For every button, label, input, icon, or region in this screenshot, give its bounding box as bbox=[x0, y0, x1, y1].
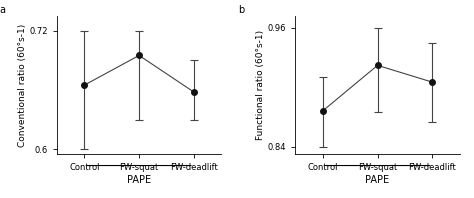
Text: b: b bbox=[238, 5, 244, 15]
X-axis label: PAPE: PAPE bbox=[127, 175, 151, 185]
X-axis label: PAPE: PAPE bbox=[365, 175, 390, 185]
Y-axis label: Conventional ratio (60°s-1): Conventional ratio (60°s-1) bbox=[18, 24, 27, 147]
Y-axis label: Functional ratio (60°s-1): Functional ratio (60°s-1) bbox=[256, 30, 265, 140]
Text: a: a bbox=[0, 5, 5, 15]
